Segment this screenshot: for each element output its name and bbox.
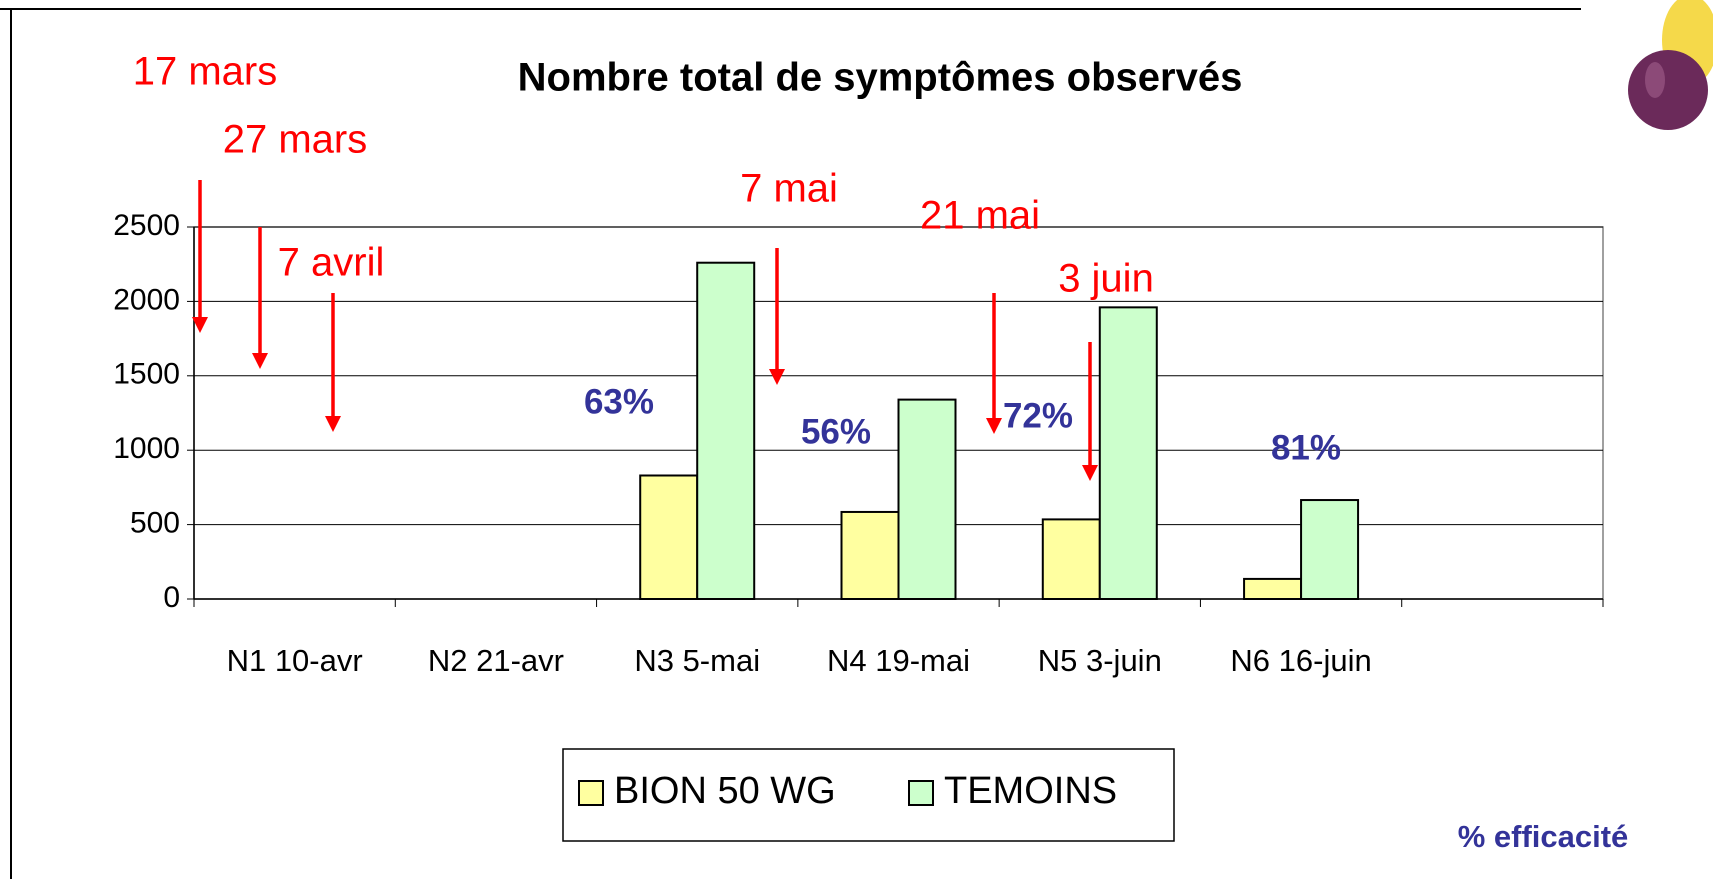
bar bbox=[697, 263, 754, 599]
legend-label: BION 50 WG bbox=[614, 770, 836, 812]
treatment-date: 17 mars bbox=[133, 50, 278, 94]
y-tick-label: 500 bbox=[130, 507, 180, 540]
legend-swatch bbox=[909, 781, 933, 805]
bar bbox=[842, 512, 899, 599]
x-tick-label: N4 19-mai bbox=[827, 643, 970, 678]
chart: Nombre total de symptômes observés 0 500 1… bbox=[0, 0, 1713, 879]
y-tick-label: 1500 bbox=[113, 358, 180, 391]
x-tick-label: N5 3-juin bbox=[1038, 643, 1162, 678]
treatment-date: 27 mars bbox=[223, 118, 368, 162]
efficacy-label: 72% bbox=[1003, 396, 1073, 435]
treatment-date: 7 avril bbox=[278, 241, 385, 285]
treatment-date: 21 mai bbox=[920, 194, 1040, 238]
y-tick-label: 2500 bbox=[113, 209, 180, 242]
legend-label: TEMOINS bbox=[944, 770, 1117, 812]
treatment-date: 7 mai bbox=[740, 167, 838, 211]
bar bbox=[1100, 307, 1157, 599]
bar bbox=[899, 400, 956, 599]
x-tick-label: N6 16-juin bbox=[1230, 643, 1371, 678]
efficacy-caption: % efficacité bbox=[1458, 819, 1629, 854]
y-tick-label: 1000 bbox=[113, 432, 180, 465]
bar bbox=[1301, 500, 1358, 599]
arrow-head bbox=[769, 369, 785, 385]
arrow-head bbox=[986, 418, 1002, 434]
y-tick-label: 0 bbox=[163, 581, 180, 614]
arrow-head bbox=[325, 416, 341, 432]
arrow-head bbox=[1082, 465, 1098, 481]
efficacy-label: 56% bbox=[801, 412, 871, 451]
bar bbox=[1244, 579, 1301, 599]
efficacy-label: 63% bbox=[584, 382, 654, 421]
bar bbox=[640, 475, 697, 599]
x-tick-label: N2 21-avr bbox=[428, 643, 564, 678]
efficacy-label: 81% bbox=[1271, 428, 1341, 467]
legend-swatch bbox=[579, 781, 603, 805]
arrow-head bbox=[252, 353, 268, 369]
y-tick-label: 2000 bbox=[113, 283, 180, 316]
x-tick-label: N1 10-avr bbox=[227, 643, 363, 678]
bar bbox=[1043, 519, 1100, 599]
x-tick-label: N3 5-mai bbox=[634, 643, 760, 678]
fruit-icon bbox=[1628, 0, 1713, 130]
chart-title: Nombre total de symptômes observés bbox=[518, 56, 1243, 100]
treatment-date: 3 juin bbox=[1058, 257, 1154, 301]
